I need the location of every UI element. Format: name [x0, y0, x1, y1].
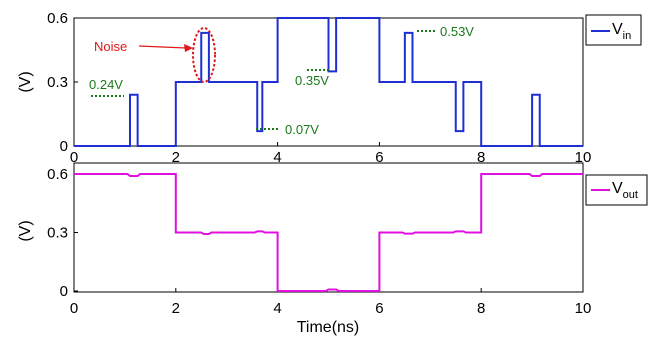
bottom-x-ticks: 0 2 4 6 8 10 — [70, 288, 592, 317]
bottom-x-tick-label: 4 — [273, 300, 281, 317]
level-024-label: 0.24V — [89, 77, 123, 92]
top-y-tick-label: 0 — [60, 138, 68, 155]
vin-legend-sub: in — [623, 30, 632, 42]
bottom-x-tick-label: 0 — [70, 300, 78, 317]
vin-series-line — [74, 17, 583, 147]
top-x-tick-label: 2 — [172, 149, 180, 166]
top-x-tick-label: 4 — [273, 149, 281, 166]
bottom-panel: 0 2 4 6 8 10 0 0.3 0.6 (V) Time(ns) Vout — [17, 162, 648, 336]
top-x-tick-label: 10 — [575, 149, 592, 166]
top-y-axis-label: (V) — [17, 71, 34, 92]
bottom-y-ticks: 0 0.3 0.6 — [47, 166, 78, 300]
noise-highlight-ellipse — [192, 27, 216, 83]
level-035-label: 0.35V — [295, 73, 329, 88]
bottom-plot-area — [73, 162, 584, 293]
top-x-tick-label: 0 — [70, 149, 78, 166]
noise-annotation: Noise — [94, 39, 127, 54]
vout-series-line — [74, 173, 583, 292]
bottom-y-tick-label: 0 — [60, 283, 68, 300]
top-x-tick-label: 6 — [375, 149, 383, 166]
bottom-x-axis-label: Time(ns) — [297, 319, 360, 336]
bottom-y-axis-label: (V) — [17, 220, 34, 241]
noise-arrow — [138, 45, 187, 49]
top-y-ticks: 0 0.3 0.6 — [47, 10, 78, 155]
top-panel: 0 2 4 6 8 10 0 0.3 0.6 (V) Noise 0.24V 0.07V 0.… — [17, 10, 642, 166]
level-007-label: 0.07V — [285, 122, 319, 137]
top-y-tick-label: 0.6 — [47, 10, 68, 27]
bottom-legend: Vout — [585, 174, 648, 206]
noise-arrow-head — [184, 44, 193, 52]
bottom-x-tick-label: 2 — [172, 300, 180, 317]
bottom-x-tick-label: 10 — [575, 300, 592, 317]
vout-legend-sub: out — [623, 189, 638, 201]
level-053-label: 0.53V — [440, 24, 474, 39]
vin-legend-main: V — [612, 21, 623, 38]
vout-legend-label: Vout — [612, 180, 638, 201]
top-legend: Vin — [585, 14, 642, 46]
vout-legend-main: V — [612, 180, 623, 197]
top-x-tick-label: 8 — [477, 149, 485, 166]
vin-legend-label: Vin — [612, 21, 631, 42]
bottom-y-tick-label: 0.6 — [47, 166, 68, 183]
top-y-tick-label: 0.3 — [47, 74, 68, 91]
bottom-x-tick-label: 6 — [375, 300, 383, 317]
bottom-x-tick-label: 8 — [477, 300, 485, 317]
bottom-y-tick-label: 0.3 — [47, 225, 68, 242]
